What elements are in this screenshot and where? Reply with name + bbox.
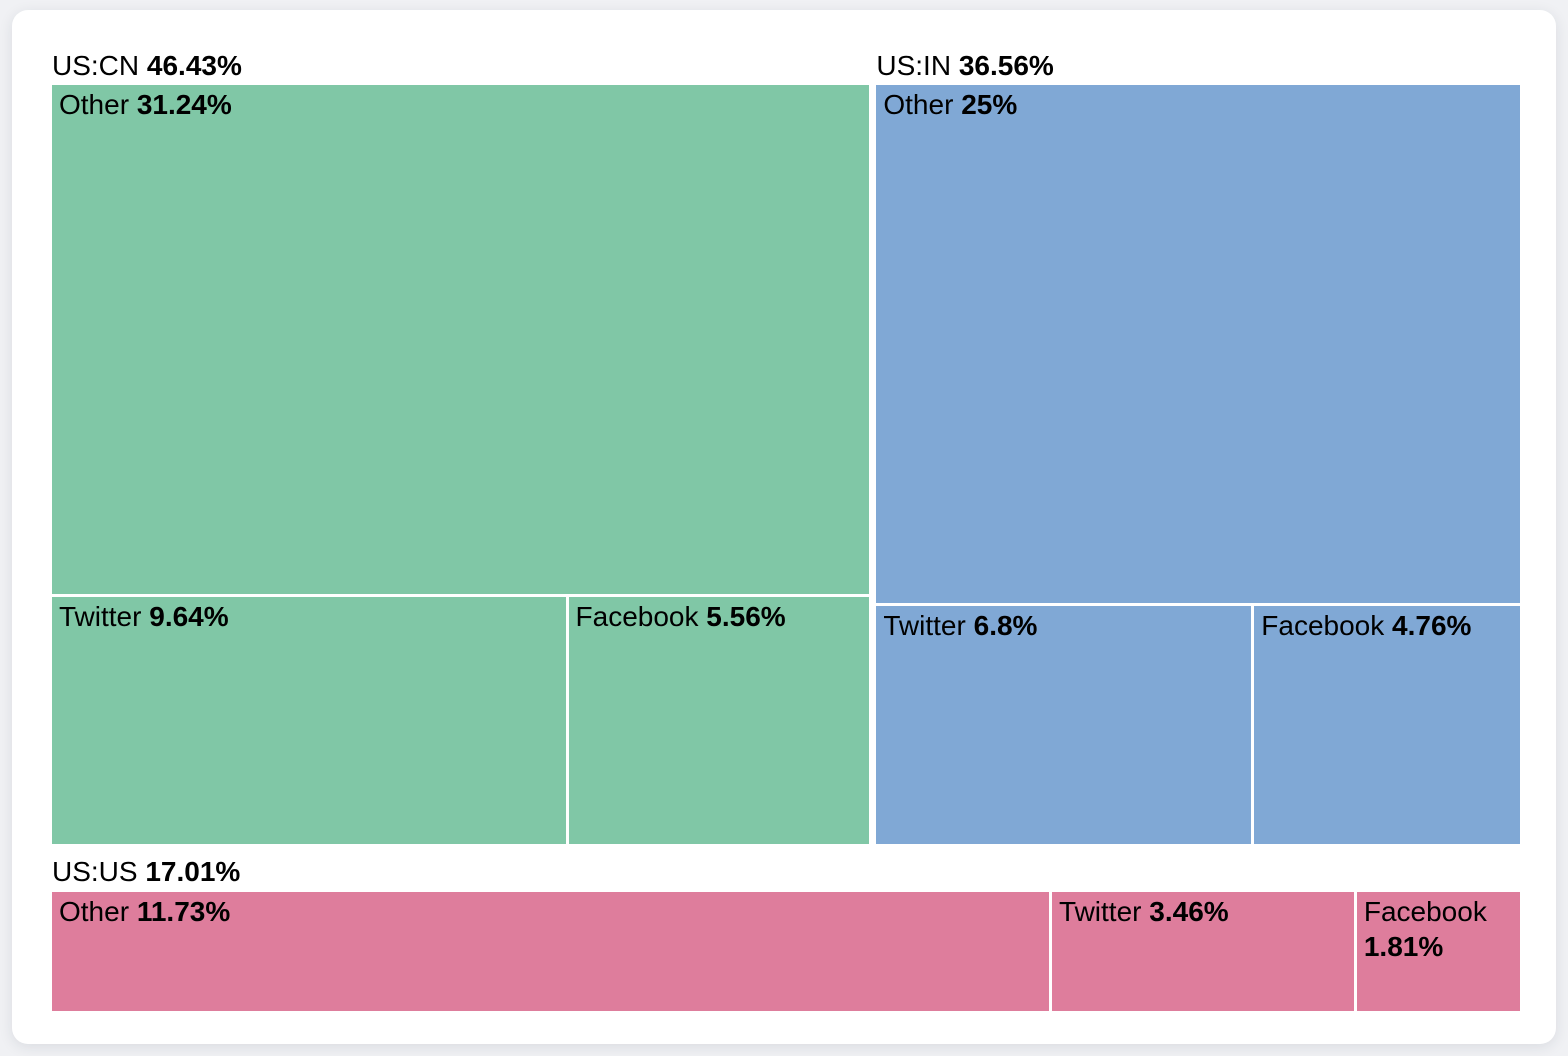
cell-name: Other xyxy=(59,896,130,927)
cell-name: Other xyxy=(883,89,954,120)
chart-card: US:CN 46.43% Other 31.24% Twitter 9.64% … xyxy=(12,10,1556,1044)
cell-value: 1.81% xyxy=(1363,931,1444,962)
group-value: 17.01% xyxy=(145,856,241,887)
group-name: US:IN xyxy=(876,50,952,81)
treemap-chart: US:CN 46.43% Other 31.24% Twitter 9.64% … xyxy=(52,46,1520,1011)
cell-value: 4.76% xyxy=(1392,609,1472,641)
treemap-top-row: US:CN 46.43% Other 31.24% Twitter 9.64% … xyxy=(52,46,1520,844)
cell-value: 6.8% xyxy=(973,609,1038,641)
cells-subrow-us-in: Twitter 6.8% Facebook 4.76% xyxy=(876,605,1520,844)
treemap-group-us-us: US:US 17.01% Other 11.73% Twitter 3.46% … xyxy=(52,855,1520,1011)
cell-name: Other xyxy=(59,89,130,120)
cell-us-in-twitter[interactable]: Twitter 6.8% xyxy=(876,605,1252,844)
cell-name: Facebook xyxy=(575,601,699,633)
treemap-group-us-cn: US:CN 46.43% Other 31.24% Twitter 9.64% … xyxy=(52,46,870,844)
cell-value: 3.46% xyxy=(1149,896,1229,927)
group-name: US:CN xyxy=(52,50,140,81)
cell-value: 11.73% xyxy=(136,896,231,927)
group-header-us-us[interactable]: US:US 17.01% xyxy=(52,855,1520,892)
cell-us-in-other[interactable]: Other 25% xyxy=(876,85,1520,603)
cell-value: 31.24% xyxy=(136,89,232,120)
cell-name: Twitter xyxy=(883,609,966,641)
cell-name: Facebook xyxy=(1363,896,1487,927)
cell-us-us-other[interactable]: Other 11.73% xyxy=(52,892,1050,1011)
treemap-group-us-in: US:IN 36.56% Other 25% Twitter 6.8% Face… xyxy=(876,46,1520,844)
cell-us-cn-facebook[interactable]: Facebook 5.56% xyxy=(568,597,870,844)
group-cells-us-in: Other 25% Twitter 6.8% Facebook 4.76% xyxy=(876,85,1520,844)
cell-name: Twitter xyxy=(59,601,142,633)
group-value: 36.56% xyxy=(958,50,1054,81)
group-header-us-in[interactable]: US:IN 36.56% xyxy=(876,46,1520,85)
cell-value: 9.64% xyxy=(149,601,229,633)
group-cells-us-cn: Other 31.24% Twitter 9.64% Facebook 5.56… xyxy=(52,85,870,844)
cell-value: 25% xyxy=(961,89,1018,120)
cell-name: Twitter xyxy=(1059,896,1142,927)
cells-subrow-us-cn: Twitter 9.64% Facebook 5.56% xyxy=(52,597,870,844)
group-value: 46.43% xyxy=(146,50,242,81)
cell-us-us-twitter[interactable]: Twitter 3.46% xyxy=(1052,892,1354,1011)
cell-value: 5.56% xyxy=(706,601,786,633)
cell-us-in-facebook[interactable]: Facebook 4.76% xyxy=(1254,605,1520,844)
group-name: US:US xyxy=(52,856,138,887)
group-cells-us-us: Other 11.73% Twitter 3.46% Facebook 1.81… xyxy=(52,892,1520,1011)
cell-us-cn-other[interactable]: Other 31.24% xyxy=(52,85,870,595)
cell-us-cn-twitter[interactable]: Twitter 9.64% xyxy=(52,597,566,844)
cell-name: Facebook xyxy=(1261,609,1385,641)
group-header-us-cn[interactable]: US:CN 46.43% xyxy=(52,46,869,85)
cell-us-us-facebook[interactable]: Facebook 1.81% xyxy=(1356,892,1520,1011)
